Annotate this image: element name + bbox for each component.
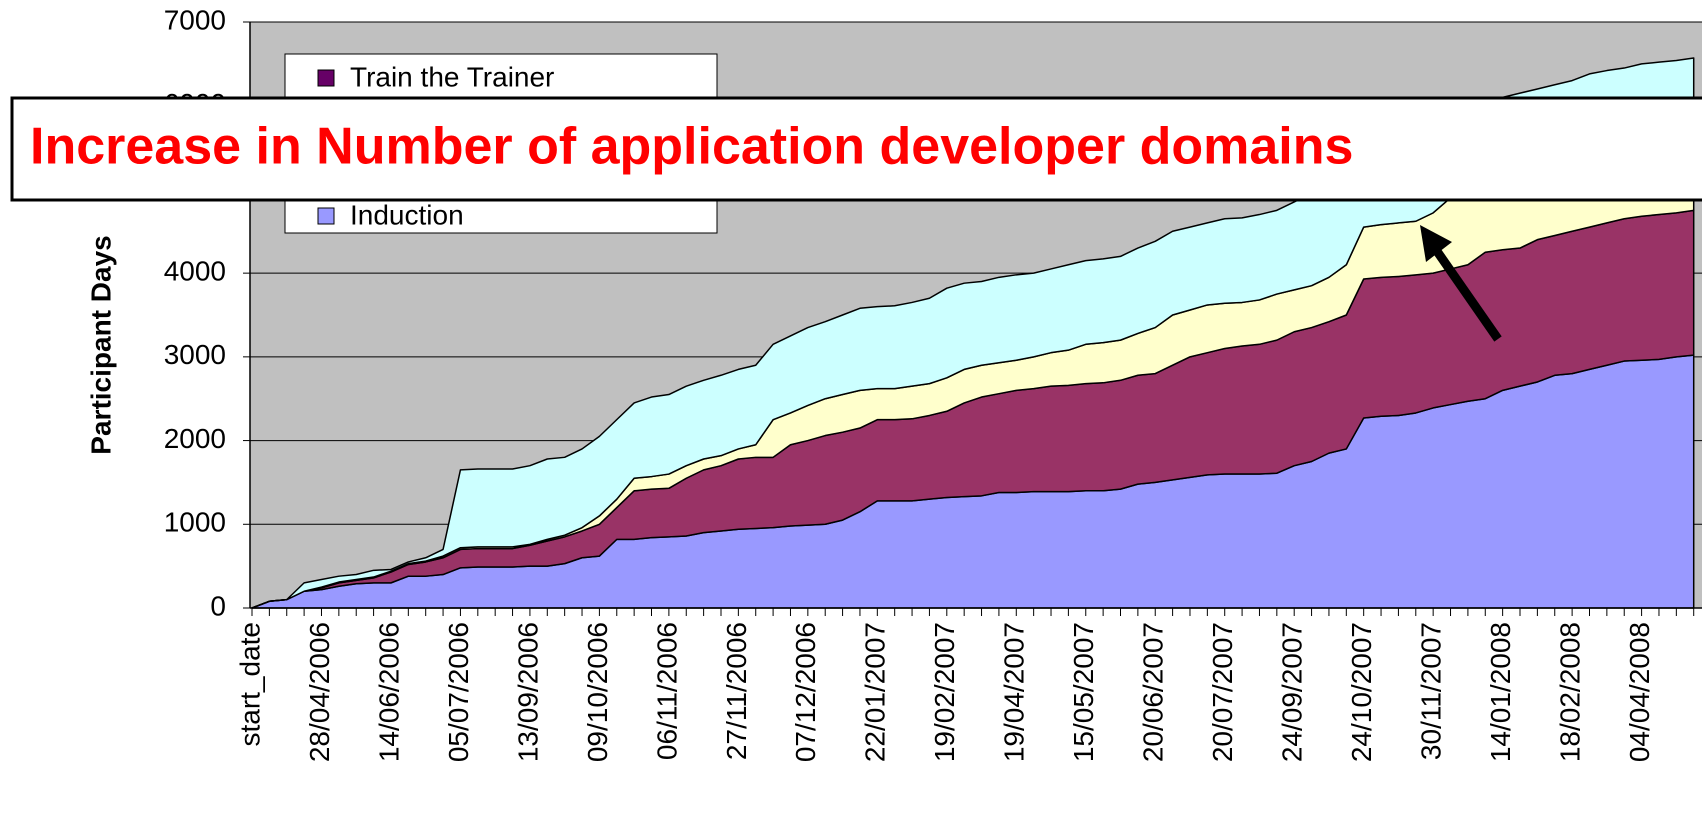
x-tick-label: 30/11/2007	[1416, 622, 1447, 760]
x-tick-label: 09/10/2006	[582, 622, 613, 762]
arrow-shaft	[1428, 241, 1502, 342]
x-tick-label: 14/06/2006	[373, 622, 404, 762]
annotation-banner: Increase in Number of application develo…	[10, 96, 1702, 202]
y-tick-label: 1000	[164, 507, 226, 538]
legend-label: Train the Trainer	[350, 61, 554, 92]
legend-label: Induction	[350, 199, 464, 230]
x-tick-label: 18/02/2008	[1555, 622, 1586, 762]
x-tick-label: 20/06/2007	[1138, 622, 1169, 762]
x-tick-label: 27/11/2006	[721, 622, 752, 760]
arrow	[1420, 225, 1502, 342]
x-tick-label: 05/07/2006	[443, 622, 474, 762]
arrow-head	[1420, 225, 1452, 262]
banner-box	[10, 96, 1702, 202]
annotation-text: Increase in Number of application develo…	[30, 118, 1353, 176]
x-tick-label: 04/04/2008	[1624, 622, 1655, 762]
x-tick-label: 19/04/2007	[999, 622, 1030, 762]
x-tick-label: 14/01/2008	[1485, 622, 1516, 762]
x-tick-label: start_date	[234, 622, 265, 747]
y-tick-label: 0	[210, 590, 226, 621]
x-tick-label: 13/09/2006	[512, 622, 543, 762]
x-tick-label: 24/09/2007	[1277, 622, 1308, 762]
x-tick-label: 19/02/2007	[929, 622, 960, 762]
x-tick-label: 22/01/2007	[860, 622, 891, 762]
y-tick-label: 7000	[164, 4, 226, 35]
y-tick-label: 2000	[164, 423, 226, 454]
x-tick-label: 28/04/2006	[304, 622, 335, 762]
x-tick-label: 06/11/2006	[651, 622, 682, 760]
x-tick-label: 07/12/2006	[790, 622, 821, 762]
y-tick-label: 4000	[164, 256, 226, 287]
x-tick-label: 15/05/2007	[1068, 622, 1099, 762]
x-tick-label: 20/07/2007	[1207, 622, 1238, 762]
y-tick-label: 3000	[164, 339, 226, 370]
legend-marker	[317, 69, 335, 87]
y-axis-title: Participant Days	[85, 235, 116, 454]
legend-marker	[317, 207, 335, 225]
x-tick-label: 24/10/2007	[1346, 622, 1377, 762]
